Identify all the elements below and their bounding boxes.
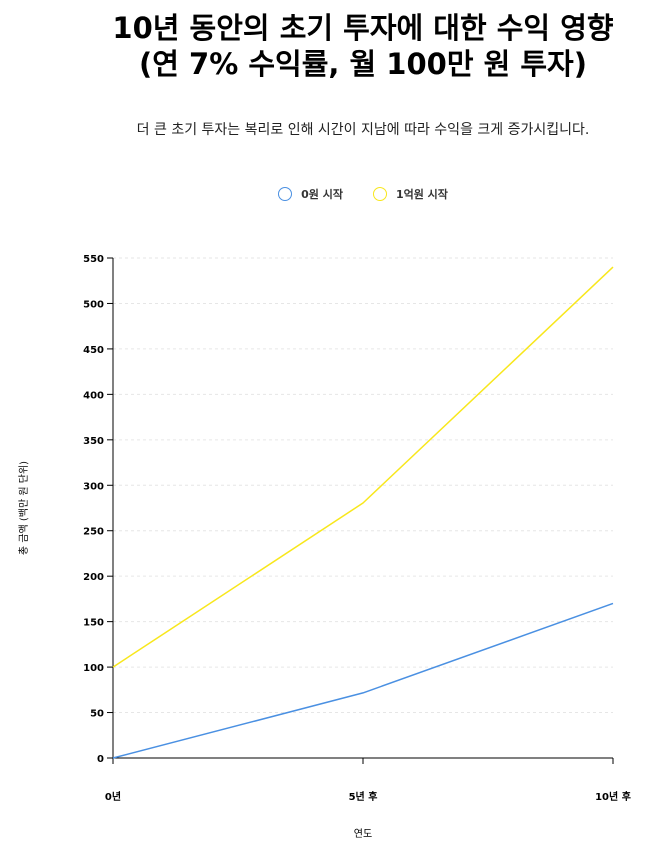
y-tick-label-500: 500	[83, 299, 104, 310]
x-tick-label-0: 0년	[105, 790, 121, 803]
y-tick-label-400: 400	[83, 390, 104, 401]
x-tick-label-2: 10년 후	[595, 790, 631, 803]
y-tick-label-200: 200	[83, 572, 104, 583]
y-tick-label-100: 100	[83, 663, 104, 674]
y-tick-label-50: 50	[90, 709, 104, 720]
y-tick-label-450: 450	[83, 345, 104, 356]
y-tick-label-150: 150	[83, 618, 104, 629]
y-tick-label-300: 300	[83, 481, 104, 492]
x-tick-label-1: 5년 후	[349, 790, 378, 803]
legend-swatch-1	[372, 187, 387, 201]
legend-label-1: 1억원 시작	[395, 188, 448, 201]
series-line-1	[112, 266, 614, 668]
y-tick-label-550: 550	[83, 254, 104, 265]
legend-item-0[interactable]: 0원 시작	[278, 186, 343, 202]
chart-title-line1: 10년 동안의 초기 투자에 대한 수익 영향	[112, 11, 614, 45]
chart-subtitle: 더 큰 초기 투자는 복리로 인해 시간이 지남에 따라 수익을 크게 증가시킵…	[136, 122, 590, 138]
y-tick-label-350: 350	[83, 436, 104, 447]
chart-legend: 0원 시작 1억원 시작	[0, 186, 650, 202]
y-tick-label-0: 0	[97, 754, 104, 765]
y-tick-label-250: 250	[83, 527, 104, 538]
x-axis-label: 연도	[354, 828, 372, 840]
y-axis-label: 총 금액 (백만 원 단위)	[17, 461, 30, 555]
legend-item-1[interactable]: 1억원 시작	[372, 186, 448, 202]
legend-swatch-0	[278, 187, 293, 201]
chart-title: 10년 동안의 초기 투자에 대한 수익 영향 (연 7% 수익률, 월 100…	[0, 10, 650, 82]
legend-label-0: 0원 시작	[301, 188, 343, 201]
chart-title-line2: (연 7% 수익률, 월 100만 원 투자)	[139, 47, 587, 81]
series-line-0	[112, 602, 614, 759]
